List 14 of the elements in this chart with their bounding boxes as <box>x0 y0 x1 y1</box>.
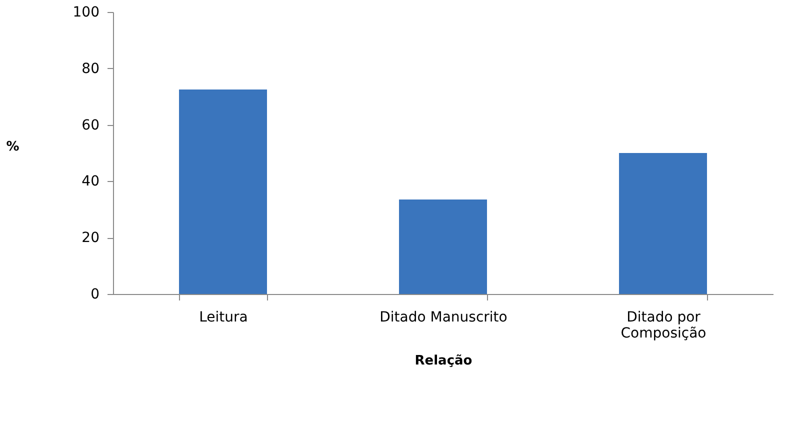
x-tick-label: Ditado Manuscrito <box>380 310 508 326</box>
y-axis-title: % <box>6 140 20 154</box>
y-tick-label: 80 <box>82 60 100 77</box>
x-tick-label: Ditado por Composição <box>620 310 706 342</box>
bar <box>179 90 267 294</box>
bar <box>619 153 707 294</box>
y-tick-label: 40 <box>82 174 100 190</box>
bar <box>399 200 487 294</box>
y-tick-label: 0 <box>90 286 100 302</box>
y-tick-label: 20 <box>82 230 100 246</box>
y-tick-label: 100 <box>72 4 100 20</box>
x-axis-title: Relação <box>414 354 472 368</box>
y-tick-label: 60 <box>82 117 100 134</box>
x-tick-label: Leitura <box>199 310 248 326</box>
